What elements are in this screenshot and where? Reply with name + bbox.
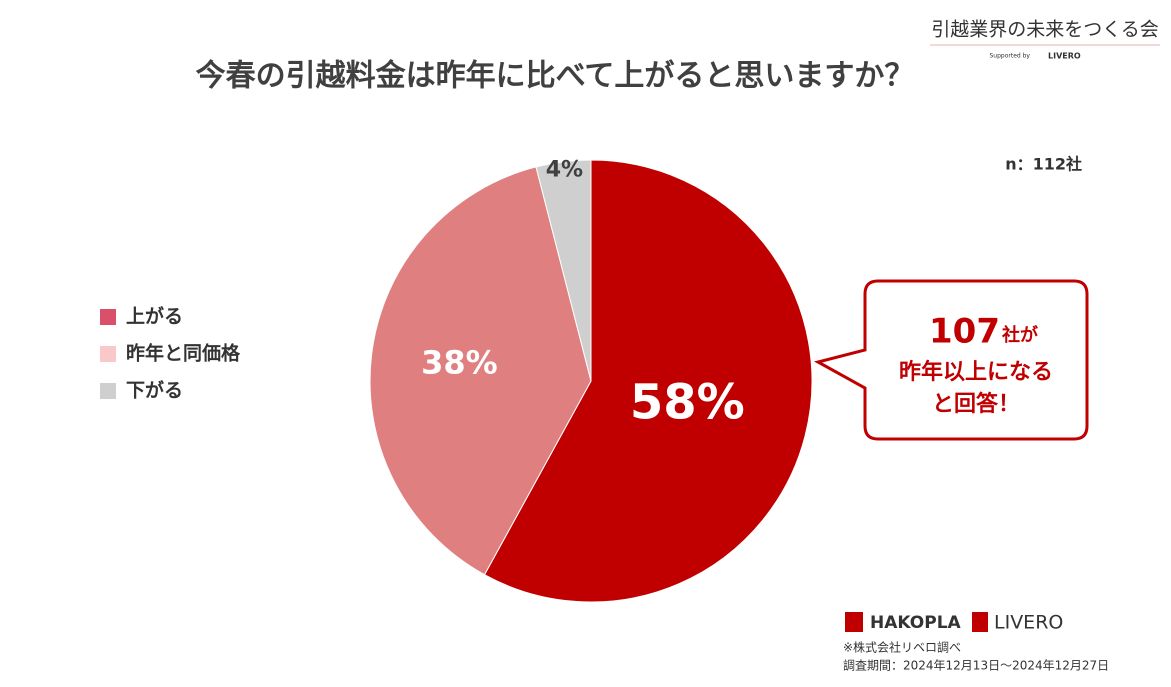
callout-line: 昨年以上になる <box>899 359 1053 385</box>
logo-brand: LIVERO <box>1048 52 1081 61</box>
callout-box <box>813 279 1089 441</box>
legend-label: 下がる <box>126 379 183 402</box>
footer-brand: HAKOPLA <box>870 613 962 633</box>
legend-label: 上がる <box>126 305 183 328</box>
livero-icon <box>972 612 988 632</box>
legend-label: 昨年と同価格 <box>126 342 241 365</box>
callout-unit: 社が <box>1002 324 1038 346</box>
logo-supported: Supported by <box>990 53 1031 60</box>
legend-swatch <box>100 309 116 325</box>
footer-source: ※株式会社リベロ調べ <box>843 640 961 655</box>
pie-slice <box>535 159 592 382</box>
pie-slice <box>369 166 592 576</box>
callout-line: と回答！ <box>932 391 1020 417</box>
footer-period: 調査期間：2024年12月13日～2024年12月27日 <box>843 659 1109 673</box>
footer-brand: LIVERO <box>994 612 1063 634</box>
sample-note: n：112社 <box>1005 155 1082 174</box>
legend-swatch <box>100 383 116 399</box>
slice-label: 58% <box>630 375 745 431</box>
legend-swatch <box>100 346 116 362</box>
slice-label: 4% <box>546 158 583 183</box>
slice-label: 38% <box>421 343 498 381</box>
pie-slice <box>483 159 813 603</box>
hakopla-icon <box>845 612 863 632</box>
logo-tagline: 引越業界の未来をつくる会 <box>931 19 1159 41</box>
callout-number: 107 <box>929 312 1000 352</box>
chart-title: 今春の引越料金は昨年に比べて上がると思いますか？ <box>196 59 915 94</box>
